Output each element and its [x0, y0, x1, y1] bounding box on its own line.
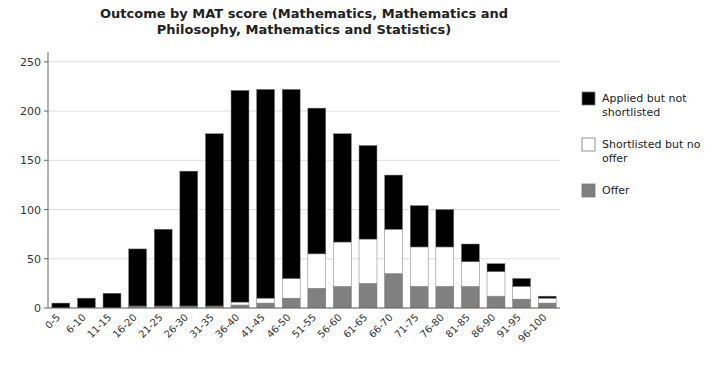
category-label: 36-40 [213, 312, 241, 340]
bar [282, 298, 300, 308]
legend-swatch [582, 184, 595, 197]
category-label: 46-50 [264, 312, 292, 340]
bar [231, 90, 249, 302]
tick-label: 50 [27, 253, 41, 266]
category-label: 61-65 [341, 312, 369, 340]
bar [180, 171, 198, 306]
tick-label: 200 [20, 105, 41, 118]
chart: Outcome by MAT score (Mathematics, Mathe… [0, 0, 720, 366]
bar [513, 278, 531, 286]
bar [436, 247, 454, 286]
grid-line [48, 61, 560, 62]
category-label: 96-100 [516, 312, 549, 345]
bar [282, 89, 300, 278]
bar [308, 254, 326, 288]
text-line: Philosophy, Mathematics and Statistics) [157, 22, 451, 37]
title: Outcome by MAT score (Mathematics, Mathe… [100, 6, 508, 37]
bars [52, 89, 556, 308]
category-label: 81-85 [443, 312, 471, 340]
bar [308, 108, 326, 254]
bar [461, 262, 479, 287]
grid-line [48, 111, 560, 112]
category-label: 51-55 [290, 312, 318, 340]
tick-mark [44, 111, 48, 112]
tick-label: 0 [34, 302, 41, 315]
tick-label: 150 [20, 154, 41, 167]
bar [77, 298, 95, 308]
category-label: 26-30 [162, 312, 190, 340]
tick-label: 100 [20, 204, 41, 217]
category-label: 31-35 [187, 312, 215, 340]
x-axis [48, 308, 560, 309]
bar [410, 286, 428, 308]
category-label: 21-25 [136, 312, 164, 340]
bar [513, 299, 531, 308]
category-label: 66-70 [367, 312, 395, 340]
tick-label: 250 [20, 56, 41, 69]
legend-label: Offer [602, 184, 630, 197]
grid-line [48, 209, 560, 210]
bar [257, 303, 275, 308]
bar [154, 229, 172, 306]
bar [487, 296, 505, 308]
category-label: 0-5 [43, 312, 62, 331]
bar [129, 249, 147, 306]
bar [461, 286, 479, 308]
bar [538, 303, 556, 308]
bar [205, 134, 223, 306]
category-label: 76-80 [418, 312, 446, 340]
y-axis [48, 52, 49, 308]
bar [359, 146, 377, 240]
legend-label: Applied but notshortlisted [602, 92, 687, 119]
bar [308, 288, 326, 308]
bar [385, 175, 403, 229]
bar [282, 278, 300, 298]
bar [257, 298, 275, 303]
text-line: Outcome by MAT score (Mathematics, Mathe… [100, 6, 508, 21]
bar [359, 283, 377, 308]
bar [333, 286, 351, 308]
text-line: Applied but not [602, 92, 687, 105]
text-line: Offer [602, 184, 630, 197]
bar [436, 210, 454, 247]
bar [333, 242, 351, 286]
tick-mark [44, 308, 48, 309]
category-label: 41-45 [239, 312, 267, 340]
bar [436, 286, 454, 308]
legend-swatch [582, 138, 595, 151]
bar [410, 247, 428, 286]
legend-swatch [582, 92, 595, 105]
bar [103, 293, 121, 308]
category-label: 11-15 [85, 312, 113, 340]
bar [385, 229, 403, 273]
category-label: 71-75 [392, 312, 420, 340]
bar [410, 206, 428, 247]
text-line: offer [602, 152, 628, 165]
bar [257, 89, 275, 298]
tick-mark [44, 61, 48, 62]
grid-line [48, 308, 560, 309]
text-line: Shortlisted but no [602, 138, 701, 151]
text-line: shortlisted [602, 106, 660, 119]
bar [231, 302, 249, 305]
bar [487, 272, 505, 297]
category-label: 86-90 [469, 312, 497, 340]
category-label: 16-20 [111, 312, 139, 340]
tick-mark [44, 209, 48, 210]
category-label: 56-60 [315, 312, 343, 340]
legend-label: Shortlisted but nooffer [602, 138, 701, 165]
tick-mark [44, 258, 48, 259]
bar [538, 296, 556, 298]
bar [513, 286, 531, 299]
grid-line [48, 258, 560, 259]
grid-line [48, 160, 560, 161]
bar [385, 274, 403, 308]
bar [461, 244, 479, 262]
bar [487, 264, 505, 272]
bar [538, 298, 556, 303]
tick-mark [44, 160, 48, 161]
bar [359, 239, 377, 283]
bar [52, 303, 70, 308]
bar [333, 134, 351, 242]
